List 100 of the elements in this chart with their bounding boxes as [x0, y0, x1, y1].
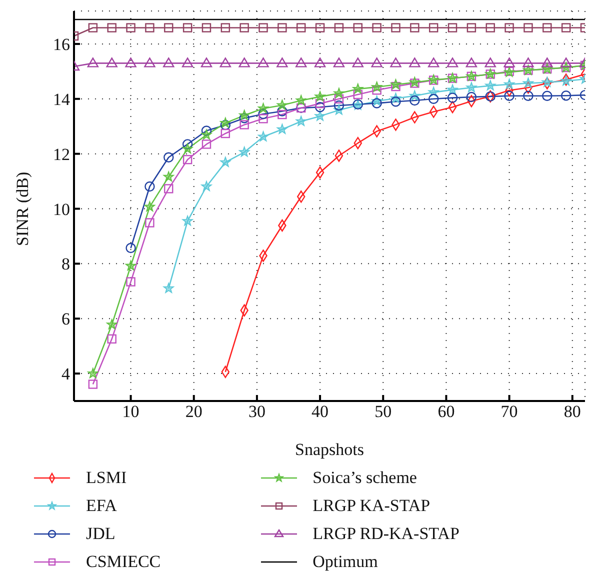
point [523, 90, 534, 101]
point [448, 23, 458, 32]
legend-label: EFA [86, 496, 117, 516]
point [276, 100, 288, 110]
point [391, 82, 400, 92]
point [296, 58, 307, 68]
x-tick-label: 60 [438, 402, 455, 422]
point [276, 58, 288, 68]
point [125, 58, 136, 68]
point [428, 58, 440, 68]
point [107, 334, 116, 344]
point [484, 58, 496, 68]
point [182, 23, 192, 32]
point [466, 23, 476, 32]
y-tick-label: 8 [62, 254, 70, 274]
point [145, 218, 154, 228]
point [220, 118, 231, 128]
point [561, 23, 571, 32]
y-tick-label: 6 [62, 310, 70, 329]
point [446, 58, 458, 68]
point [258, 58, 269, 68]
point [182, 58, 194, 68]
point [88, 380, 98, 389]
point [163, 58, 174, 68]
point [144, 58, 156, 68]
point [182, 216, 193, 226]
point [278, 23, 287, 32]
point [126, 260, 136, 270]
point [201, 129, 212, 140]
point [278, 110, 287, 120]
y-tick-label: 10 [53, 200, 70, 219]
point [315, 23, 325, 32]
x-tick-label: 10 [122, 402, 140, 422]
point [220, 128, 230, 138]
point [542, 90, 552, 101]
point [524, 23, 533, 32]
point [448, 101, 457, 114]
legend-label: Soica’s scheme [312, 468, 417, 488]
point [239, 146, 250, 157]
x-tick-label: 20 [185, 402, 202, 422]
point [276, 124, 288, 134]
point [296, 95, 306, 106]
point [144, 181, 155, 192]
point [314, 110, 326, 121]
point [542, 23, 552, 32]
point [296, 23, 306, 32]
point [238, 58, 250, 68]
x-tick-label: 50 [374, 402, 392, 422]
point [220, 156, 231, 167]
point [144, 201, 155, 212]
point [239, 113, 250, 124]
point [202, 23, 212, 32]
point [504, 78, 515, 89]
point [466, 58, 478, 68]
point [409, 58, 420, 68]
point [220, 58, 232, 68]
point [334, 94, 344, 104]
point [485, 80, 496, 90]
point [314, 58, 326, 68]
point [106, 319, 118, 330]
point [333, 58, 345, 68]
point [542, 76, 552, 87]
point [126, 23, 136, 32]
point [560, 90, 572, 101]
point [372, 23, 382, 32]
point [352, 58, 364, 68]
point [314, 91, 326, 102]
y-tick-label: 16 [53, 34, 70, 54]
point [164, 184, 174, 194]
point [334, 88, 344, 98]
x-tick-label: 40 [312, 402, 329, 422]
point [429, 106, 438, 118]
point [126, 277, 136, 286]
x-tick-label: 80 [564, 402, 581, 422]
point [504, 58, 515, 68]
x-axis-title: Snapshots [295, 440, 364, 459]
point [182, 154, 192, 164]
point [200, 58, 212, 68]
point [466, 82, 477, 92]
point [258, 131, 269, 142]
point [390, 79, 401, 90]
point [88, 368, 98, 378]
point [560, 58, 572, 68]
point [504, 23, 514, 32]
point [391, 23, 400, 32]
y-tick-label: 14 [53, 90, 70, 109]
point [163, 171, 174, 182]
point [296, 116, 306, 126]
y-axis-title: SINR (dB) [13, 172, 32, 246]
point [410, 23, 420, 32]
legend-label: LRGP RD-KA-STAP [312, 524, 460, 544]
point [258, 108, 268, 120]
point [504, 90, 514, 101]
point [353, 23, 362, 32]
point [371, 58, 382, 68]
point [126, 242, 136, 254]
point [240, 120, 249, 130]
point [258, 114, 268, 124]
point [145, 23, 154, 32]
point [258, 103, 269, 114]
